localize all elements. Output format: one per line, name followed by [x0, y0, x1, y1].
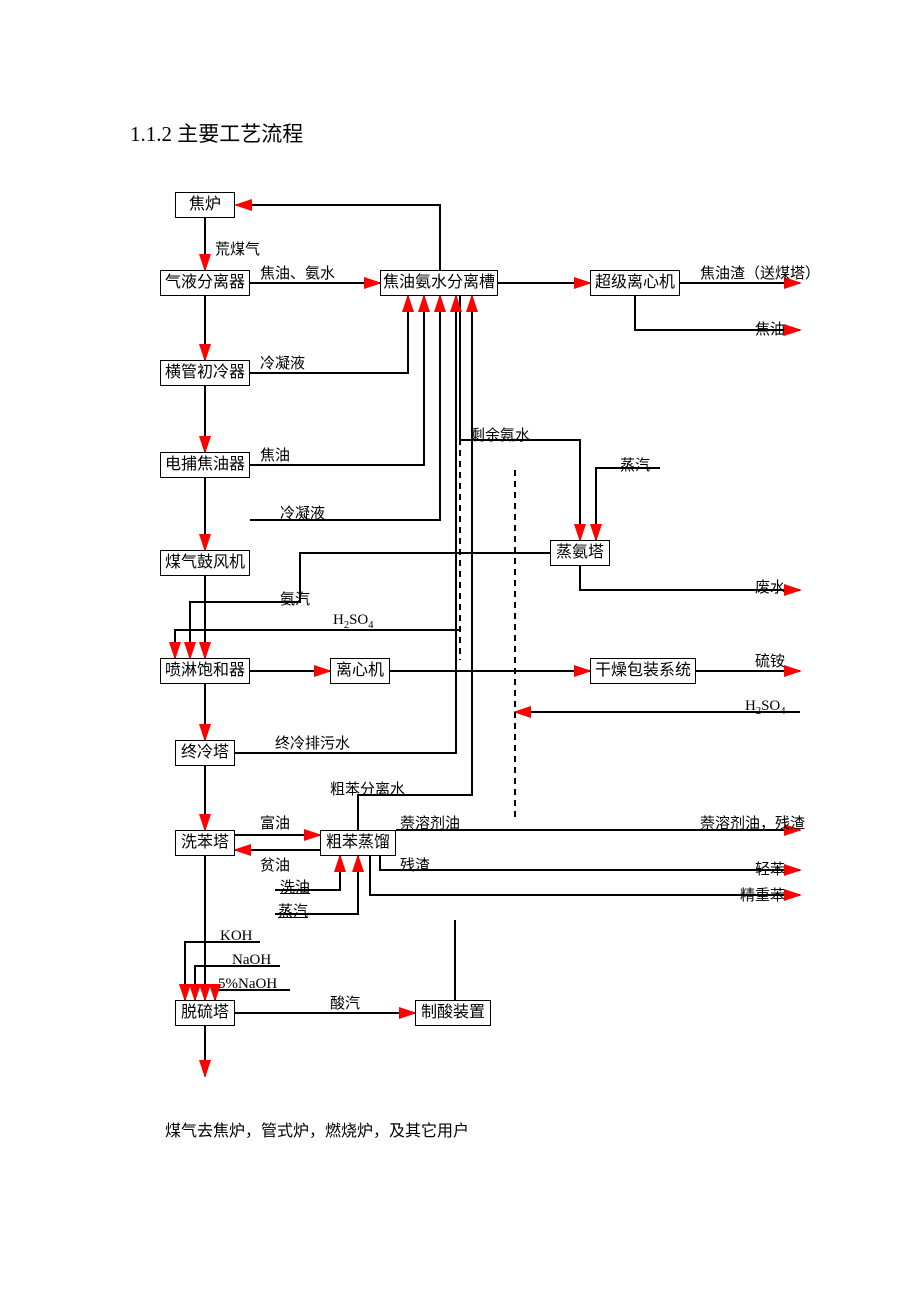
- node-qiye-fenliqi: 气液分离器: [160, 270, 250, 296]
- label-canzha: 残渣: [400, 854, 430, 875]
- label-feishui: 废水: [755, 576, 785, 597]
- label-meirongji-out: 萘溶剂油，残渣: [700, 812, 805, 833]
- label-suanqi: 酸汽: [330, 992, 360, 1013]
- node-zhisuan: 制酸装置: [415, 1000, 491, 1026]
- label-jingzhongben: 精重苯: [740, 884, 785, 905]
- node-jiaolu: 焦炉: [175, 192, 235, 218]
- node-xibenta: 洗苯塔: [175, 830, 235, 856]
- page: 1.1.2 主要工艺流程: [0, 0, 920, 1302]
- label-fuyou: 富油: [260, 812, 290, 833]
- node-jiaoyou-fenli: 焦油氨水分离槽: [380, 270, 498, 296]
- label-zhengqi-2: 蒸汽: [278, 900, 308, 921]
- node-ganzao: 干燥包装系统: [590, 658, 696, 684]
- label-liuan: 硫铵: [755, 650, 785, 671]
- label-cuben-fenlishui: 粗苯分离水: [330, 778, 405, 799]
- node-lixinji: 离心机: [330, 658, 390, 684]
- label-jiaoyou-anshui: 焦油、氨水: [260, 262, 335, 283]
- label-huangmeiqi: 荒煤气: [215, 238, 260, 259]
- label-xiyou: 洗油: [280, 876, 310, 897]
- label-zhongleng-paiwu: 终冷排污水: [275, 732, 350, 753]
- label-h2so4-2: H2SO4: [745, 698, 786, 717]
- label-anqi: 氨汽: [280, 588, 310, 609]
- label-jiaoyou: 焦油: [260, 444, 290, 465]
- node-tuoliuta: 脱硫塔: [175, 1000, 235, 1026]
- node-zhonglengta: 终冷塔: [175, 740, 235, 766]
- label-koh: KOH: [220, 928, 253, 945]
- label-5naoh: 5%NaOH: [218, 976, 277, 993]
- label-jiaoyouzha: 焦油渣（送煤塔）: [700, 262, 820, 283]
- label-lengningye-1: 冷凝液: [260, 352, 305, 373]
- label-lengningye-2: 冷凝液: [280, 502, 325, 523]
- node-chaoji-lixin: 超级离心机: [590, 270, 680, 296]
- node-penlin: 喷淋饱和器: [160, 658, 250, 684]
- label-shengyu-anshui: 剩余氨水: [470, 424, 530, 445]
- node-hengguan: 横管初冷器: [160, 360, 250, 386]
- label-meirongjiyou: 萘溶剂油: [400, 812, 460, 833]
- label-naoh: NaOH: [232, 952, 271, 969]
- section-title: 1.1.2 主要工艺流程: [130, 118, 303, 148]
- label-jiaoyou-out: 焦油: [755, 318, 785, 339]
- node-dianbu: 电捕焦油器: [160, 452, 250, 478]
- node-gufengji: 煤气鼓风机: [160, 550, 250, 576]
- node-zhenganta: 蒸氨塔: [550, 540, 610, 566]
- label-h2so4-1: H2SO4: [333, 612, 374, 631]
- node-cuben: 粗苯蒸馏: [320, 830, 396, 856]
- footnote: 煤气去焦炉，管式炉，燃烧炉，及其它用户: [165, 1117, 469, 1141]
- label-zhengqi-1: 蒸汽: [620, 454, 650, 475]
- label-qingben: 轻苯: [755, 858, 785, 879]
- label-pinyou: 贫油: [260, 854, 290, 875]
